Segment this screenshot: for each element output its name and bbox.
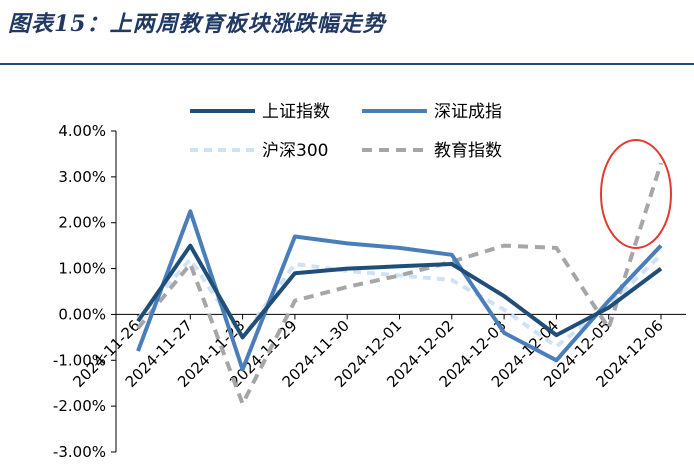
- legend-label: 教育指数: [434, 141, 502, 161]
- y-tick-label: -1.00%: [53, 351, 106, 369]
- series-line: [136, 162, 663, 406]
- series-line: [136, 209, 663, 372]
- series-layer: [136, 162, 663, 406]
- y-tick-label: 3.00%: [58, 168, 106, 186]
- y-tick-label: 0.00%: [58, 305, 106, 323]
- legend-label: 沪深300: [262, 141, 328, 161]
- legend-label: 深证成指: [434, 102, 502, 122]
- highlight-ellipse: [600, 139, 672, 249]
- y-tick-label: 2.00%: [58, 214, 106, 232]
- annotation-layer: [600, 139, 672, 249]
- y-tick-label: 4.00%: [58, 122, 106, 140]
- y-tick-label: -2.00%: [53, 397, 106, 415]
- legend-label: 上证指数: [262, 102, 330, 122]
- title-divider: [0, 63, 694, 65]
- series-line: [136, 243, 663, 340]
- figure-title: 图表15：上两周教育板块涨跌幅走势: [8, 11, 386, 37]
- y-tick-label: -3.00%: [53, 443, 106, 461]
- chart-axes: 4.00% 3.00% 2.00% 1.00% 0.00% -1.00% -2.00% -3.…: [53, 122, 686, 461]
- y-tick-label: 1.00%: [58, 260, 106, 278]
